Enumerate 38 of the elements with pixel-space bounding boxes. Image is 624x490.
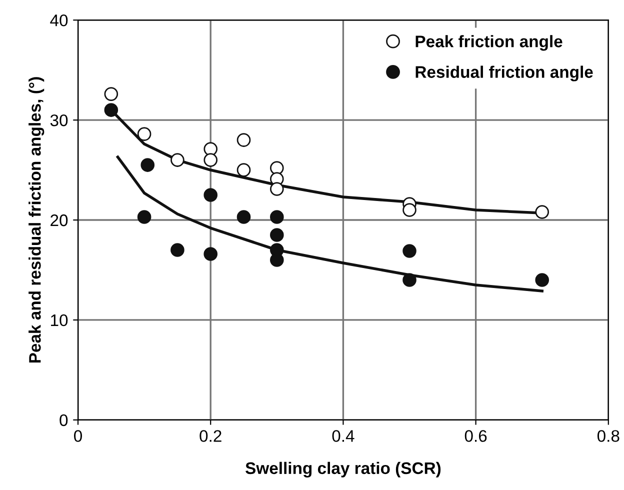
point — [140, 158, 155, 172]
x-tick-label: 0.6 — [464, 430, 487, 442]
legend-label: Peak friction angle — [416, 35, 562, 51]
point — [270, 210, 284, 224]
y-axis-title: Peak and residual friction angles, (°) — [28, 77, 44, 363]
point — [236, 133, 251, 147]
legend-label: Residual friction angle — [416, 66, 593, 82]
point — [137, 210, 152, 224]
point — [204, 153, 218, 167]
point — [170, 243, 184, 257]
line-series — [116, 156, 544, 292]
y-tick-label: 40 — [50, 14, 68, 26]
point — [270, 182, 284, 196]
point — [204, 247, 218, 261]
point — [236, 210, 251, 224]
x-tick-label: 0 — [74, 430, 82, 442]
point — [170, 153, 184, 167]
point — [402, 203, 416, 217]
point — [270, 161, 284, 175]
y-tick-label: 10 — [51, 314, 68, 326]
y-tick-label: 20 — [50, 214, 68, 226]
y-tick-label: 0 — [60, 414, 68, 426]
point — [104, 103, 118, 117]
point — [137, 127, 152, 141]
x-tick-label: 0.2 — [200, 430, 222, 442]
point — [535, 205, 550, 219]
point — [204, 188, 218, 202]
point — [535, 273, 550, 287]
point — [104, 87, 118, 101]
point — [270, 228, 284, 242]
point — [236, 163, 251, 177]
point — [402, 273, 416, 287]
x-tick-label: 0.8 — [597, 430, 620, 442]
point — [270, 253, 284, 267]
x-axis-title: Swelling clay ratio (SCR) — [246, 462, 441, 478]
point — [402, 244, 416, 258]
x-tick-label: 0.4 — [332, 430, 354, 442]
y-tick-label: 30 — [50, 114, 68, 126]
